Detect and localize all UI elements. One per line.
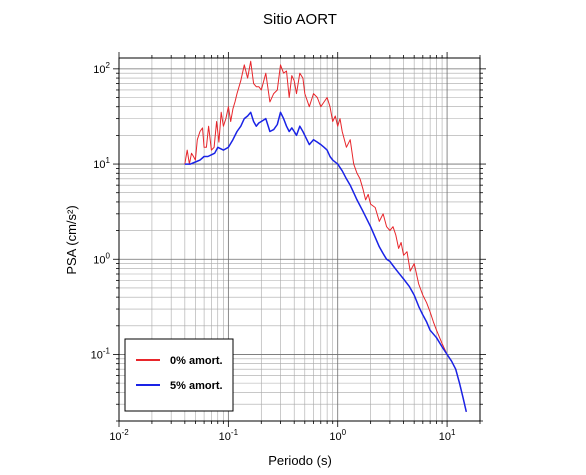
x-tick-label: 100 [329, 428, 346, 443]
series-lines [184, 60, 468, 412]
y-axis-label: PSA (cm/s²) [64, 205, 79, 274]
plot-frame [118, 57, 481, 422]
x-axis-label: Periodo (s) [268, 453, 332, 468]
x-tick-labels: 10-2 10-1 100 101 [109, 428, 456, 443]
chart-title: Sitio AORT [263, 11, 337, 28]
series-line-0pct [184, 60, 467, 412]
x-tick-label: 101 [439, 428, 456, 443]
legend-box [124, 338, 234, 412]
y-tick-label: 102 [93, 61, 110, 76]
x-tick-label: 10-2 [109, 428, 129, 443]
y-tick-label: 100 [93, 251, 110, 266]
y-tick-label: 101 [93, 156, 110, 171]
series-line-5pct [184, 111, 468, 412]
y-tick-label: 10-1 [91, 346, 111, 361]
x-tick-label: 10-1 [219, 428, 239, 443]
legend-label-5pct: 5% amort. [170, 380, 223, 392]
y-tick-labels: 10-1 100 101 102 [91, 61, 111, 362]
legend-label-0pct: 0% amort. [170, 355, 223, 367]
legend: 0% amort. 5% amort. [124, 338, 234, 412]
